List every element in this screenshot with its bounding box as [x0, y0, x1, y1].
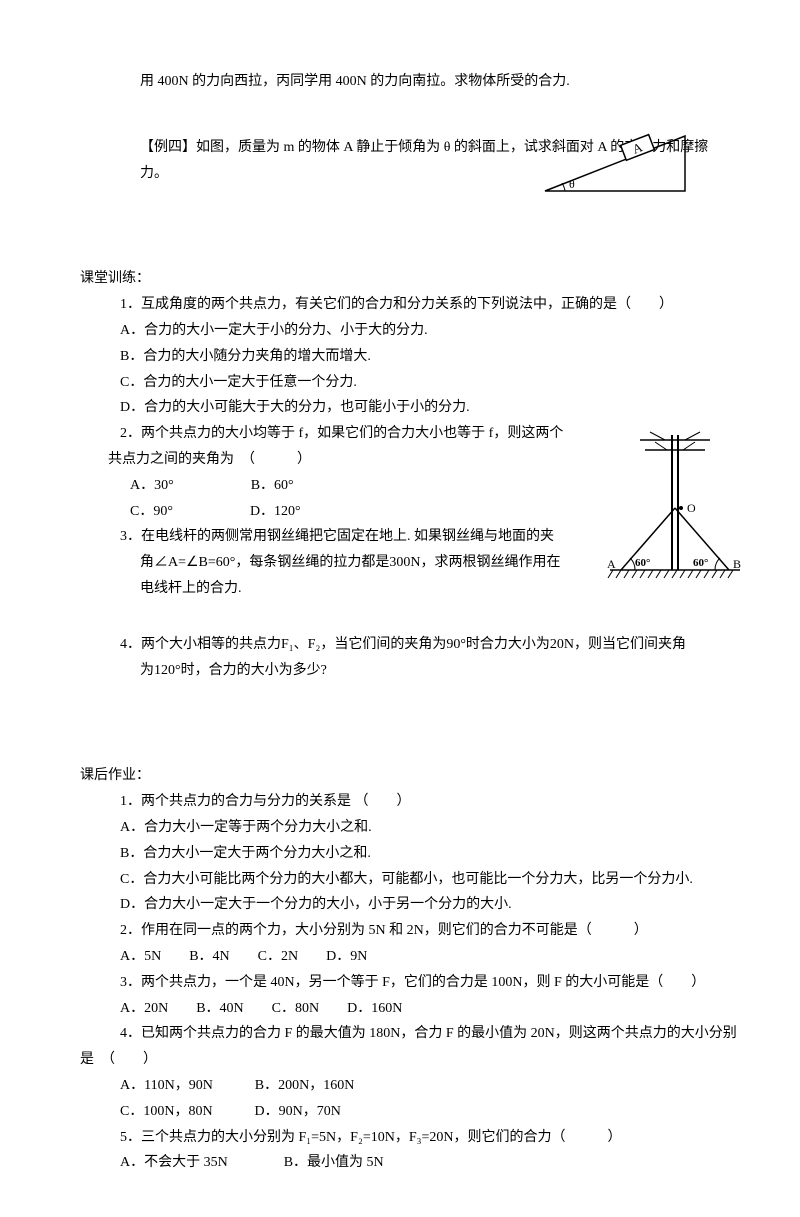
hw-q4optCD: C．100N，80N D．90N，70N: [60, 1100, 740, 1124]
q2-optD: D．120°: [250, 504, 301, 519]
angle-right: 60°: [693, 557, 708, 569]
hw-q3: 3．两个共点力，一个是 40N，另一个等于 F，它们的合力是 100N，则 F …: [60, 971, 740, 995]
angle-left: 60°: [635, 557, 650, 569]
train-q1b: B．合力的大小随分力夹角的增大而增大.: [60, 345, 740, 369]
hw-q2: 2．作用在同一点的两个力，大小分别为 5N 和 2N，则它们的合力不可能是（ ）: [60, 919, 740, 943]
hw-q1: 1．两个共点力的合力与分力的关系是 （ ）: [60, 790, 740, 814]
hw-q4optAB: A．110N，90N B．200N，160N: [60, 1074, 740, 1098]
hw-q1a: A．合力大小一定等于两个分力大小之和.: [60, 816, 740, 840]
q2-optB: B．60°: [251, 478, 294, 493]
top-line: 用 400N 的力向西拉，丙同学用 400N 的力向南拉。求物体所受的合力.: [60, 70, 740, 94]
hw-q4a: 4．已知两个共点力的合力 F 的最大值为 180N，合力 F 的最小值为 20N…: [60, 1022, 740, 1046]
hw-q5opts: A．不会大于 35N B．最小值为 5N: [60, 1151, 740, 1175]
train-q1: 1．互成角度的两个共点力，有关它们的合力和分力关系的下列说法中，正确的是（ ）: [60, 293, 740, 317]
hw-q3opts: A．20N B．40N C．80N D．160N: [60, 997, 740, 1021]
theta-label: θ: [569, 177, 575, 191]
hw-q1c: C．合力大小可能比两个分力的大小都大，可能都小，也可能比一个分力大，比另一个分力…: [60, 868, 740, 892]
pole-B: B: [733, 557, 741, 571]
pole-diagram: O 60° 60° A B: [605, 430, 745, 590]
q2-optC: C．90°: [130, 504, 173, 519]
train-q1c: C．合力的大小一定大于任意一个分力.: [60, 371, 740, 395]
train-q1a: A．合力的大小一定大于小的分力、小于大的分力.: [60, 319, 740, 343]
homework-title: 课后作业：: [60, 764, 740, 788]
incline-diagram: θ A: [535, 126, 690, 198]
hw-q2opts: A．5N B．4N C．2N D．9N: [60, 945, 740, 969]
train-q1d: D．合力的大小可能大于大的分力，也可能小于小的分力.: [60, 396, 740, 420]
q2-optA: A．30°: [130, 478, 174, 493]
hw-q5: 5．三个共点力的大小分别为 F₁=5N，F₂=10N，F₃=20N，则它们的合力…: [60, 1126, 740, 1150]
hw-q1d: D．合力大小一定大于一个分力的大小，小于另一个分力的大小.: [60, 893, 740, 917]
pole-O: O: [687, 501, 696, 515]
train-q4b: 为120°时，合力的大小为多少?: [60, 659, 740, 683]
pole-A: A: [607, 557, 616, 571]
hw-q1b: B．合力大小一定大于两个分力大小之和.: [60, 842, 740, 866]
hw-q4b: 是 （ ）: [60, 1048, 740, 1072]
train-q4a: 4．两个大小相等的共点力F₁、F₂，当它们间的夹角为90°时合力大小为20N，则…: [60, 633, 740, 657]
training-title: 课堂训练：: [60, 267, 740, 291]
